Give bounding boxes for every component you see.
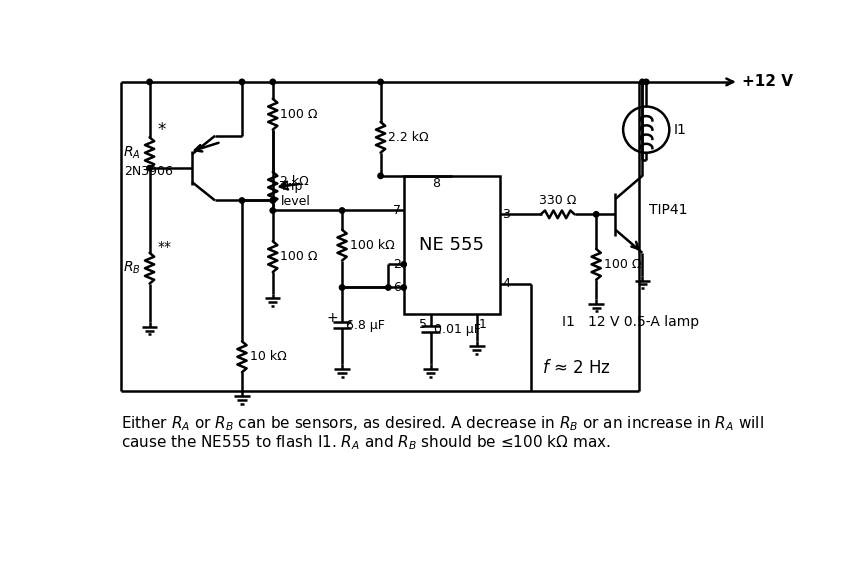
- Text: TIP41: TIP41: [648, 204, 687, 218]
- Text: 8: 8: [432, 177, 440, 190]
- Text: 6.8 µF: 6.8 µF: [346, 319, 385, 332]
- Text: *: *: [157, 121, 166, 139]
- Text: 0.01 µF: 0.01 µF: [435, 323, 481, 336]
- Bar: [404, 176, 500, 315]
- Text: 2.2 kΩ: 2.2 kΩ: [389, 131, 429, 144]
- Text: 2: 2: [394, 258, 401, 271]
- Text: 100 Ω: 100 Ω: [281, 108, 318, 121]
- Text: $R_A$: $R_A$: [123, 145, 140, 161]
- Circle shape: [147, 79, 152, 84]
- Circle shape: [240, 79, 245, 84]
- Circle shape: [401, 285, 406, 290]
- Circle shape: [270, 79, 276, 84]
- Text: +: +: [326, 311, 338, 325]
- Circle shape: [340, 208, 345, 213]
- Circle shape: [378, 79, 383, 84]
- Text: +12 V: +12 V: [743, 74, 793, 90]
- Text: 3: 3: [502, 208, 510, 221]
- Text: 6: 6: [394, 281, 401, 294]
- Circle shape: [240, 198, 245, 203]
- Circle shape: [385, 285, 391, 290]
- Circle shape: [340, 285, 345, 290]
- Text: 100 Ω: 100 Ω: [604, 258, 642, 271]
- Circle shape: [643, 79, 649, 84]
- Text: Either $R_A$ or $R_B$ can be sensors, as desired. A decrease in $R_B$ or an incr: Either $R_A$ or $R_B$ can be sensors, as…: [121, 414, 764, 433]
- Circle shape: [594, 211, 599, 217]
- Text: cause the NE555 to flash I1. $R_A$ and $R_B$ should be ≤100 kΩ max.: cause the NE555 to flash I1. $R_A$ and $…: [121, 434, 611, 452]
- Circle shape: [378, 173, 383, 179]
- Circle shape: [401, 262, 406, 267]
- Text: 2N3906: 2N3906: [124, 166, 172, 179]
- Text: $R_B$: $R_B$: [123, 260, 140, 277]
- Text: $f$ ≈ 2 Hz: $f$ ≈ 2 Hz: [542, 359, 611, 378]
- Text: I1: I1: [673, 122, 686, 137]
- Text: NE 555: NE 555: [420, 236, 484, 254]
- Circle shape: [147, 166, 152, 171]
- Text: 7: 7: [394, 204, 401, 217]
- Text: 4: 4: [502, 277, 510, 290]
- Circle shape: [270, 208, 276, 213]
- Text: 2 kΩ: 2 kΩ: [281, 175, 309, 188]
- Circle shape: [270, 198, 276, 203]
- Circle shape: [640, 79, 645, 84]
- Text: 100 Ω: 100 Ω: [281, 250, 318, 263]
- Text: Trip
level: Trip level: [281, 180, 310, 208]
- Text: 5: 5: [419, 318, 426, 331]
- Text: 100 kΩ: 100 kΩ: [350, 239, 394, 252]
- Text: 330 Ω: 330 Ω: [539, 194, 576, 207]
- Text: 1: 1: [479, 318, 487, 331]
- Text: **: **: [157, 240, 172, 253]
- Text: 10 kΩ: 10 kΩ: [250, 350, 287, 363]
- Text: I1   12 V 0.5-A lamp: I1 12 V 0.5-A lamp: [562, 315, 699, 329]
